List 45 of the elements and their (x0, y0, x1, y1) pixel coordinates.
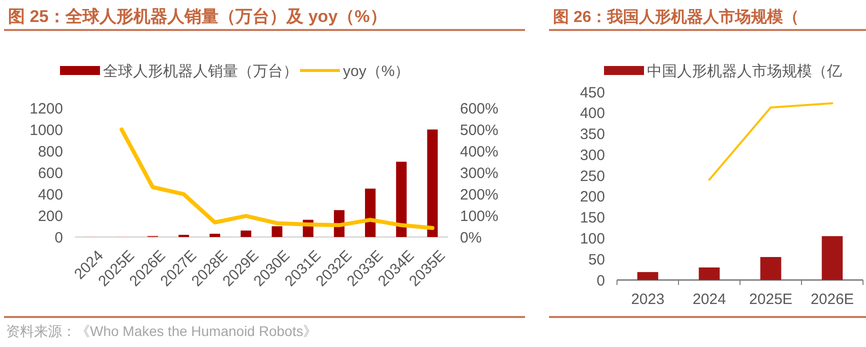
bar (272, 226, 282, 237)
text: 资料来源：《Who Makes the Humanoid Robots》 (6, 323, 318, 339)
legend-label: 中国人形机器人市场规模（亿 (647, 63, 842, 80)
bar (637, 272, 658, 280)
y-tick-label: 1000 (30, 122, 63, 139)
line-series (120, 128, 434, 230)
chart-title: 图 25：全球人形机器人销量（万台）及 yoy（%） (8, 7, 387, 26)
legend-label: 全球人形机器人销量（万台） (103, 63, 298, 80)
y-tick-label: 300 (580, 146, 605, 164)
y-tick-label: 200 (38, 208, 63, 225)
y-tick-label: 450 (580, 84, 605, 102)
y-tick-label: 250 (580, 168, 605, 185)
x-tick-label: 2024 (692, 291, 726, 308)
y2-tick-label: 500% (460, 122, 498, 139)
y2-tick-label: 0% (460, 229, 482, 246)
legend-label: yoy（%） (343, 63, 410, 80)
y-tick-label: 0 (54, 229, 63, 246)
x-tick-label: 2023 (631, 291, 664, 308)
y2-tick-label: 200% (460, 186, 498, 204)
x-tick-label: 2025E (749, 291, 792, 308)
y2-tick-label: 400% (460, 143, 498, 160)
x-tick-label: 2026E (810, 291, 854, 308)
bar (365, 188, 376, 237)
y-tick-label: 600 (38, 164, 63, 182)
chart-title: 图 26：我国人形机器人市场规模（ (553, 8, 800, 26)
bar (427, 130, 438, 237)
bar (760, 257, 782, 280)
bar (210, 234, 220, 237)
y-tick-label: 200 (580, 188, 605, 206)
y-tick-label: 150 (580, 210, 605, 227)
y-tick-label: 100 (580, 230, 605, 248)
bar (822, 236, 843, 280)
y-tick-label: 1200 (30, 100, 63, 118)
y-tick-label: 800 (38, 143, 63, 160)
bar (240, 230, 252, 237)
y-tick-label: 400 (580, 105, 605, 122)
y-tick-label: 350 (580, 126, 605, 144)
bar (396, 162, 407, 237)
y-tick-label: 50 (588, 251, 605, 268)
y-tick-label: 400 (38, 186, 63, 204)
bar (698, 267, 720, 280)
y2-tick-label: 100% (460, 208, 498, 225)
y2-tick-label: 600% (460, 100, 498, 118)
y2-tick-label: 300% (460, 164, 498, 182)
y-tick-label: 0 (596, 272, 605, 290)
